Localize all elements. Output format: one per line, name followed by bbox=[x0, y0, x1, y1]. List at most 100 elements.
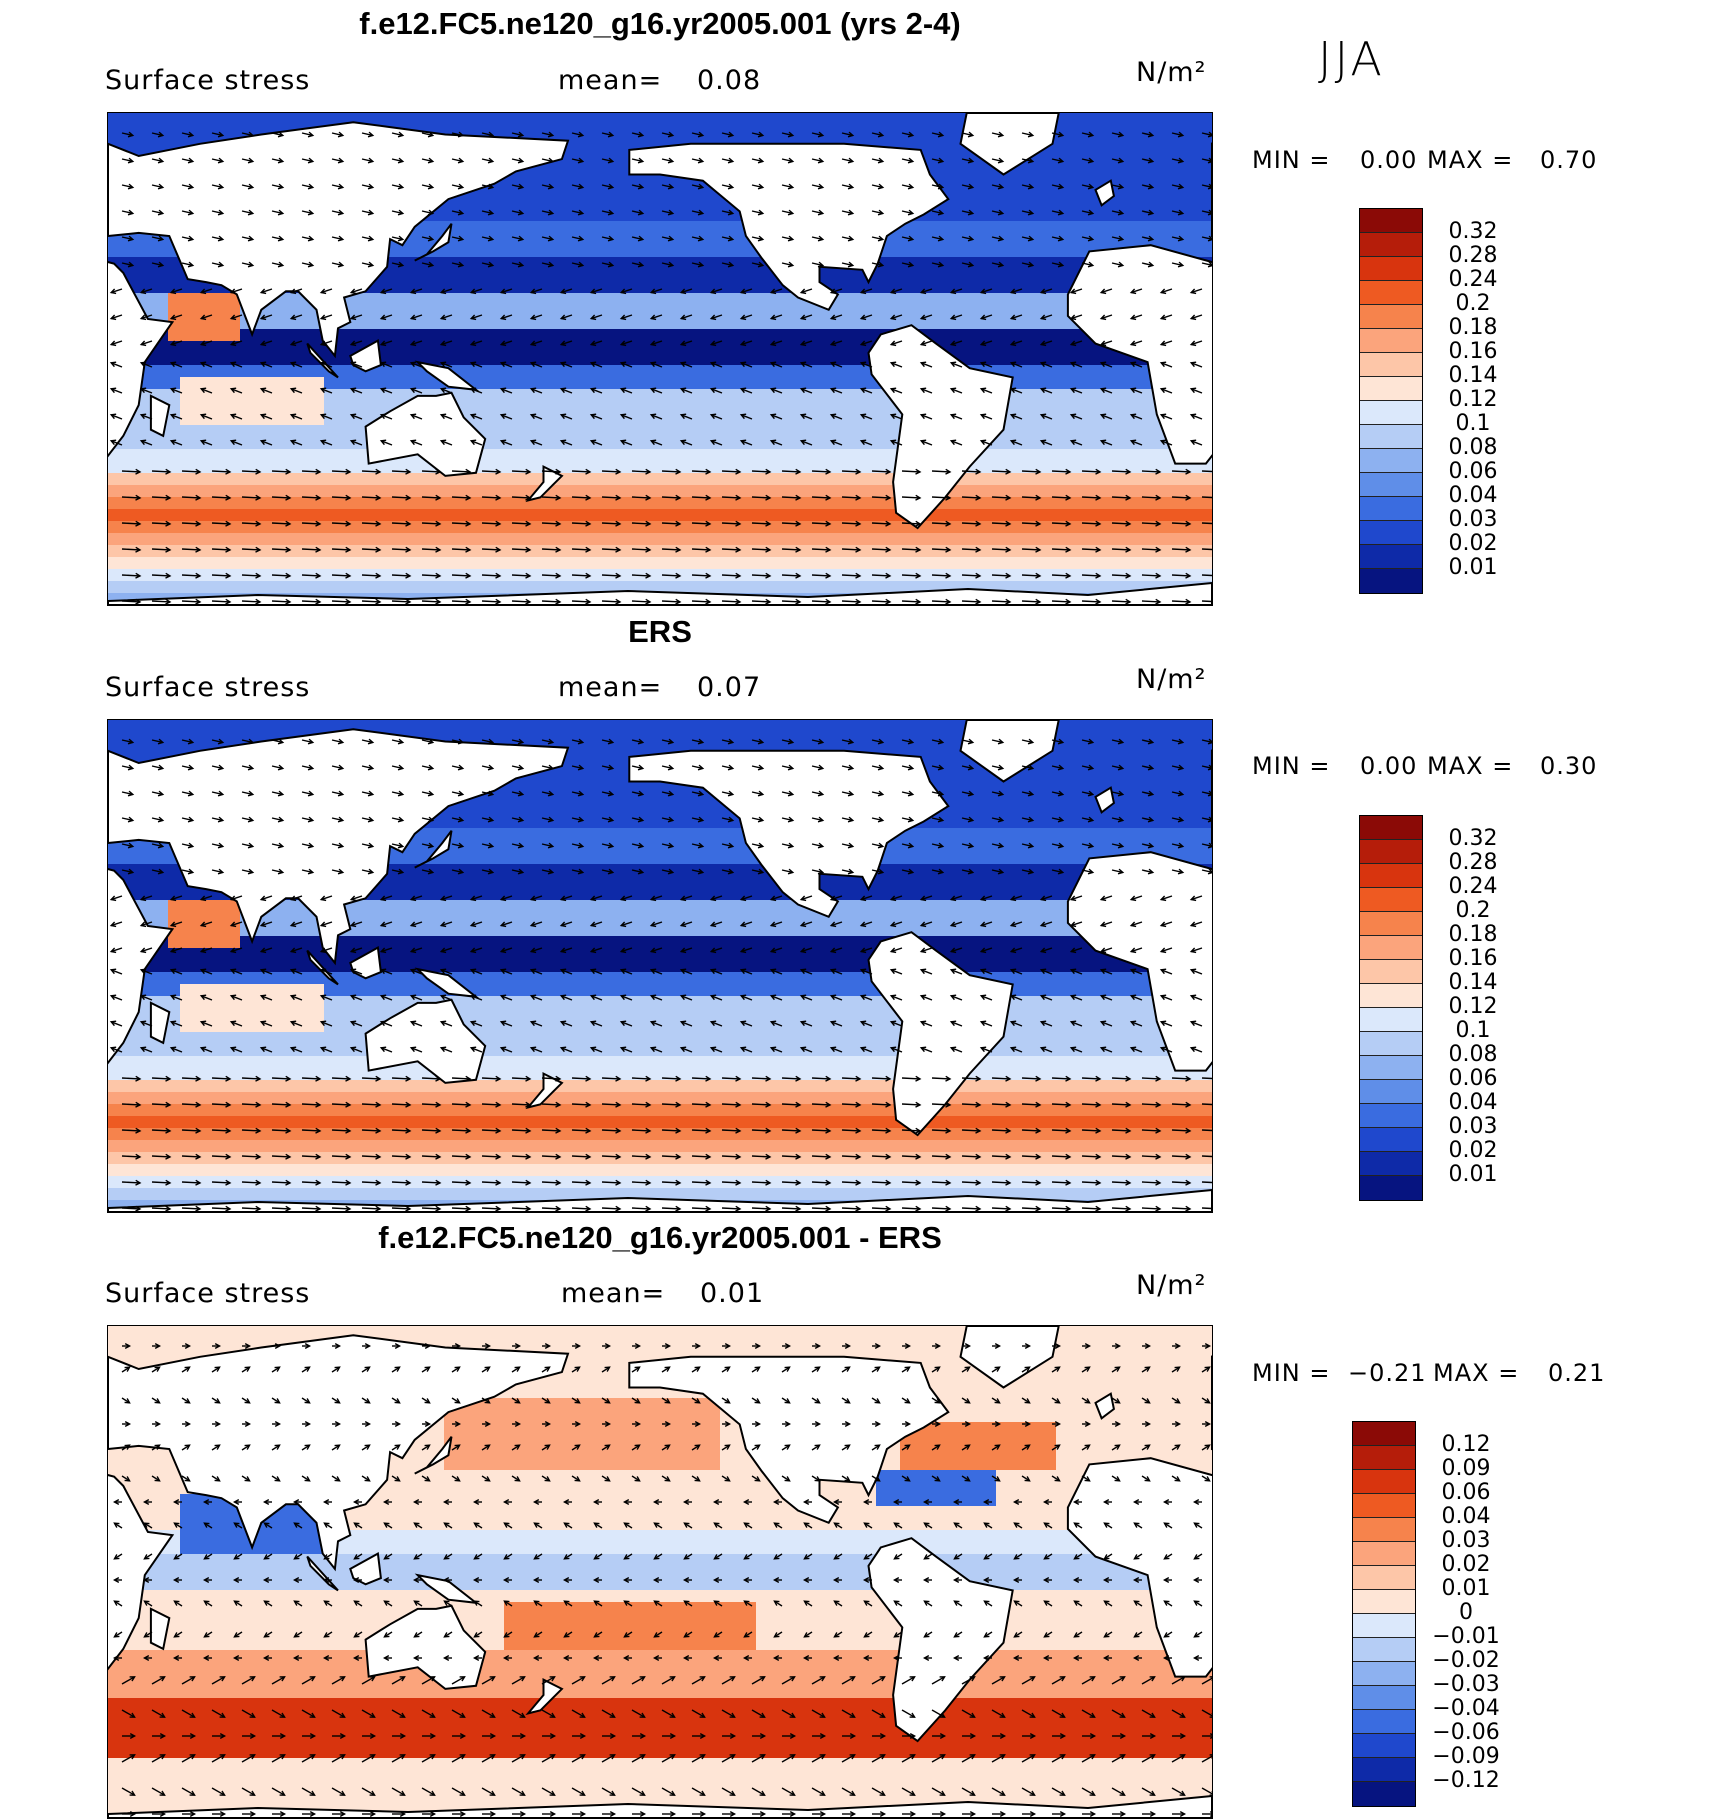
field-cell bbox=[588, 365, 601, 378]
panel-2-mean-value: 0.07 bbox=[697, 672, 762, 703]
wind-arrow bbox=[361, 209, 375, 216]
field-cell bbox=[948, 269, 961, 282]
field-cell bbox=[252, 461, 265, 474]
field-cell bbox=[396, 281, 409, 294]
field-cell bbox=[684, 257, 697, 270]
field-cell bbox=[504, 305, 517, 318]
field-cell bbox=[984, 521, 997, 534]
field-cell bbox=[936, 209, 949, 222]
field-cell bbox=[420, 329, 433, 342]
wind-arrow bbox=[1081, 261, 1095, 268]
field-cell bbox=[624, 569, 637, 582]
field-cell bbox=[516, 389, 529, 402]
wind-arrow bbox=[199, 314, 213, 321]
field-cell bbox=[972, 329, 985, 342]
field-cell bbox=[432, 720, 445, 733]
field-cell bbox=[624, 353, 637, 366]
field-cell bbox=[1008, 305, 1021, 318]
wind-arrow bbox=[469, 439, 483, 446]
field-cell bbox=[504, 569, 517, 582]
field-cell bbox=[492, 720, 505, 733]
field-cell bbox=[180, 317, 193, 330]
field-cell bbox=[1164, 113, 1177, 126]
field-cell bbox=[996, 329, 1009, 342]
field-cell bbox=[708, 425, 721, 438]
field-cell bbox=[252, 581, 265, 594]
wind-arrow bbox=[1021, 572, 1042, 579]
wind-arrow bbox=[1189, 413, 1203, 420]
field-cell bbox=[948, 317, 961, 330]
wind-arrow bbox=[991, 131, 1005, 138]
wind-arrow bbox=[1021, 468, 1042, 475]
field-cell bbox=[876, 293, 889, 306]
field-cell bbox=[252, 113, 265, 126]
field-cell bbox=[552, 461, 565, 474]
field-cell bbox=[432, 209, 445, 222]
field-cell bbox=[696, 473, 709, 486]
field-cell bbox=[1032, 413, 1045, 426]
field-cell bbox=[180, 521, 193, 534]
field-cell bbox=[324, 720, 337, 733]
field-cell bbox=[240, 329, 253, 342]
field-cell bbox=[288, 305, 301, 318]
field-cell bbox=[516, 473, 529, 486]
wind-arrow bbox=[289, 361, 303, 368]
field-cell bbox=[504, 449, 517, 462]
wind-arrow bbox=[559, 387, 573, 394]
wind-arrow bbox=[1141, 546, 1162, 553]
field-cell bbox=[768, 401, 781, 414]
field-cell bbox=[480, 413, 493, 426]
land-outline bbox=[364, 391, 487, 477]
field-cell bbox=[852, 401, 865, 414]
field-cell bbox=[744, 509, 757, 522]
field-cell bbox=[180, 341, 193, 354]
field-cell bbox=[1080, 485, 1093, 498]
wind-arrow bbox=[1099, 439, 1113, 446]
field-cell bbox=[672, 233, 685, 246]
field-cell bbox=[156, 245, 169, 258]
field-cell bbox=[264, 377, 277, 390]
wind-arrow bbox=[859, 314, 873, 321]
wind-arrow bbox=[589, 340, 603, 347]
wind-arrow bbox=[361, 235, 375, 242]
colorbar-segment bbox=[1360, 473, 1422, 497]
wind-arrow bbox=[829, 314, 843, 321]
field-cell bbox=[852, 461, 865, 474]
field-cell bbox=[1188, 756, 1201, 769]
field-cell bbox=[336, 413, 349, 426]
field-cell bbox=[168, 137, 181, 150]
field-cell bbox=[804, 473, 817, 486]
field-cell bbox=[480, 245, 493, 258]
field-cell bbox=[1164, 233, 1177, 246]
wind-arrow bbox=[1081, 520, 1102, 527]
field-cell bbox=[984, 497, 997, 510]
field-cell bbox=[456, 341, 469, 354]
field-cell bbox=[1032, 485, 1045, 498]
field-cell bbox=[504, 293, 517, 306]
field-cell bbox=[672, 389, 685, 402]
field-cell bbox=[1056, 473, 1069, 486]
field-cell bbox=[588, 581, 601, 594]
field-cell bbox=[1080, 353, 1093, 366]
panel-2-units: N/m² bbox=[1136, 664, 1207, 695]
field-cell bbox=[756, 269, 769, 282]
field-cell bbox=[432, 557, 445, 570]
field-cell bbox=[516, 197, 529, 210]
field-cell bbox=[888, 137, 901, 150]
field-cell bbox=[516, 317, 529, 330]
field-cell bbox=[852, 425, 865, 438]
field-cell bbox=[168, 329, 181, 342]
wind-arrow bbox=[901, 131, 915, 138]
field-cell bbox=[276, 557, 289, 570]
field-cell bbox=[132, 473, 145, 486]
field-cell bbox=[1188, 137, 1201, 150]
field-cell bbox=[660, 521, 673, 534]
field-cell bbox=[972, 473, 985, 486]
field-cell bbox=[768, 521, 781, 534]
field-cell bbox=[192, 581, 205, 594]
wind-arrow bbox=[979, 340, 993, 347]
wind-arrow bbox=[259, 288, 273, 295]
field-cell bbox=[324, 509, 337, 522]
field-cell bbox=[648, 185, 661, 198]
field-cell bbox=[588, 317, 601, 330]
